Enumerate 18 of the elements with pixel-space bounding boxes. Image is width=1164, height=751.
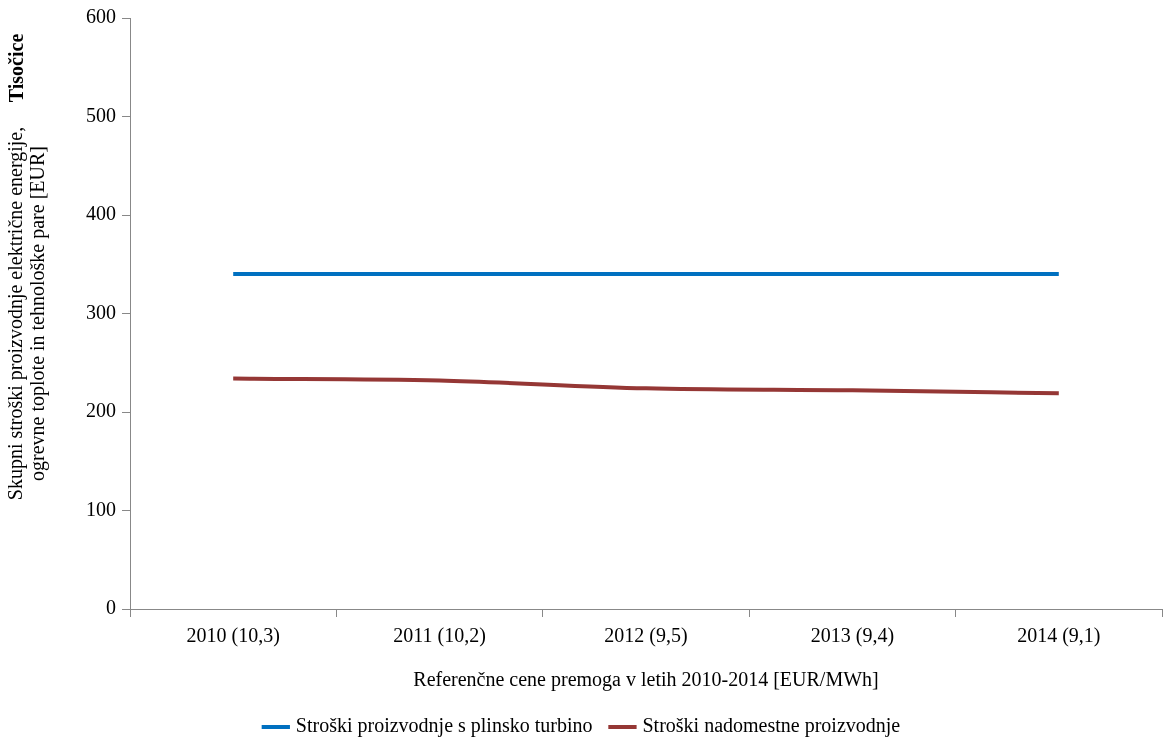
y-tick-label: 500 [86,103,116,126]
y-tick-label: 200 [86,399,116,422]
y-tick-label: 0 [106,596,116,619]
y-tick-label: 600 [86,5,116,28]
y-tick-label: 300 [86,300,116,323]
y-axis-title: Skupni stroški proizvodnje električne energije, ogrevne toplote in tehnološke pare [EUR] [4,126,50,501]
x-tick-label: 2014 (9,1) [1017,624,1101,648]
legend-label: Stroški nadomestne proizvodnje [642,714,901,738]
y-tick-label: 100 [86,497,116,520]
y-tick-label: 400 [86,202,116,225]
line-series [231,376,1061,396]
x-tick-label: 2011 (10,2) [393,624,486,648]
legend-label: Stroški proizvodnje s plinsko turbino [295,714,593,738]
x-axis-title: Referenčne cene premoga v letih 2010-2014 [EUR/MWh] [413,668,879,692]
x-tick-label: 2012 (9,5) [604,624,688,648]
x-tick-label: 2010 (10,3) [186,624,280,648]
text: Tisočice [5,33,28,103]
x-tick-label: 2013 (9,4) [810,624,895,648]
